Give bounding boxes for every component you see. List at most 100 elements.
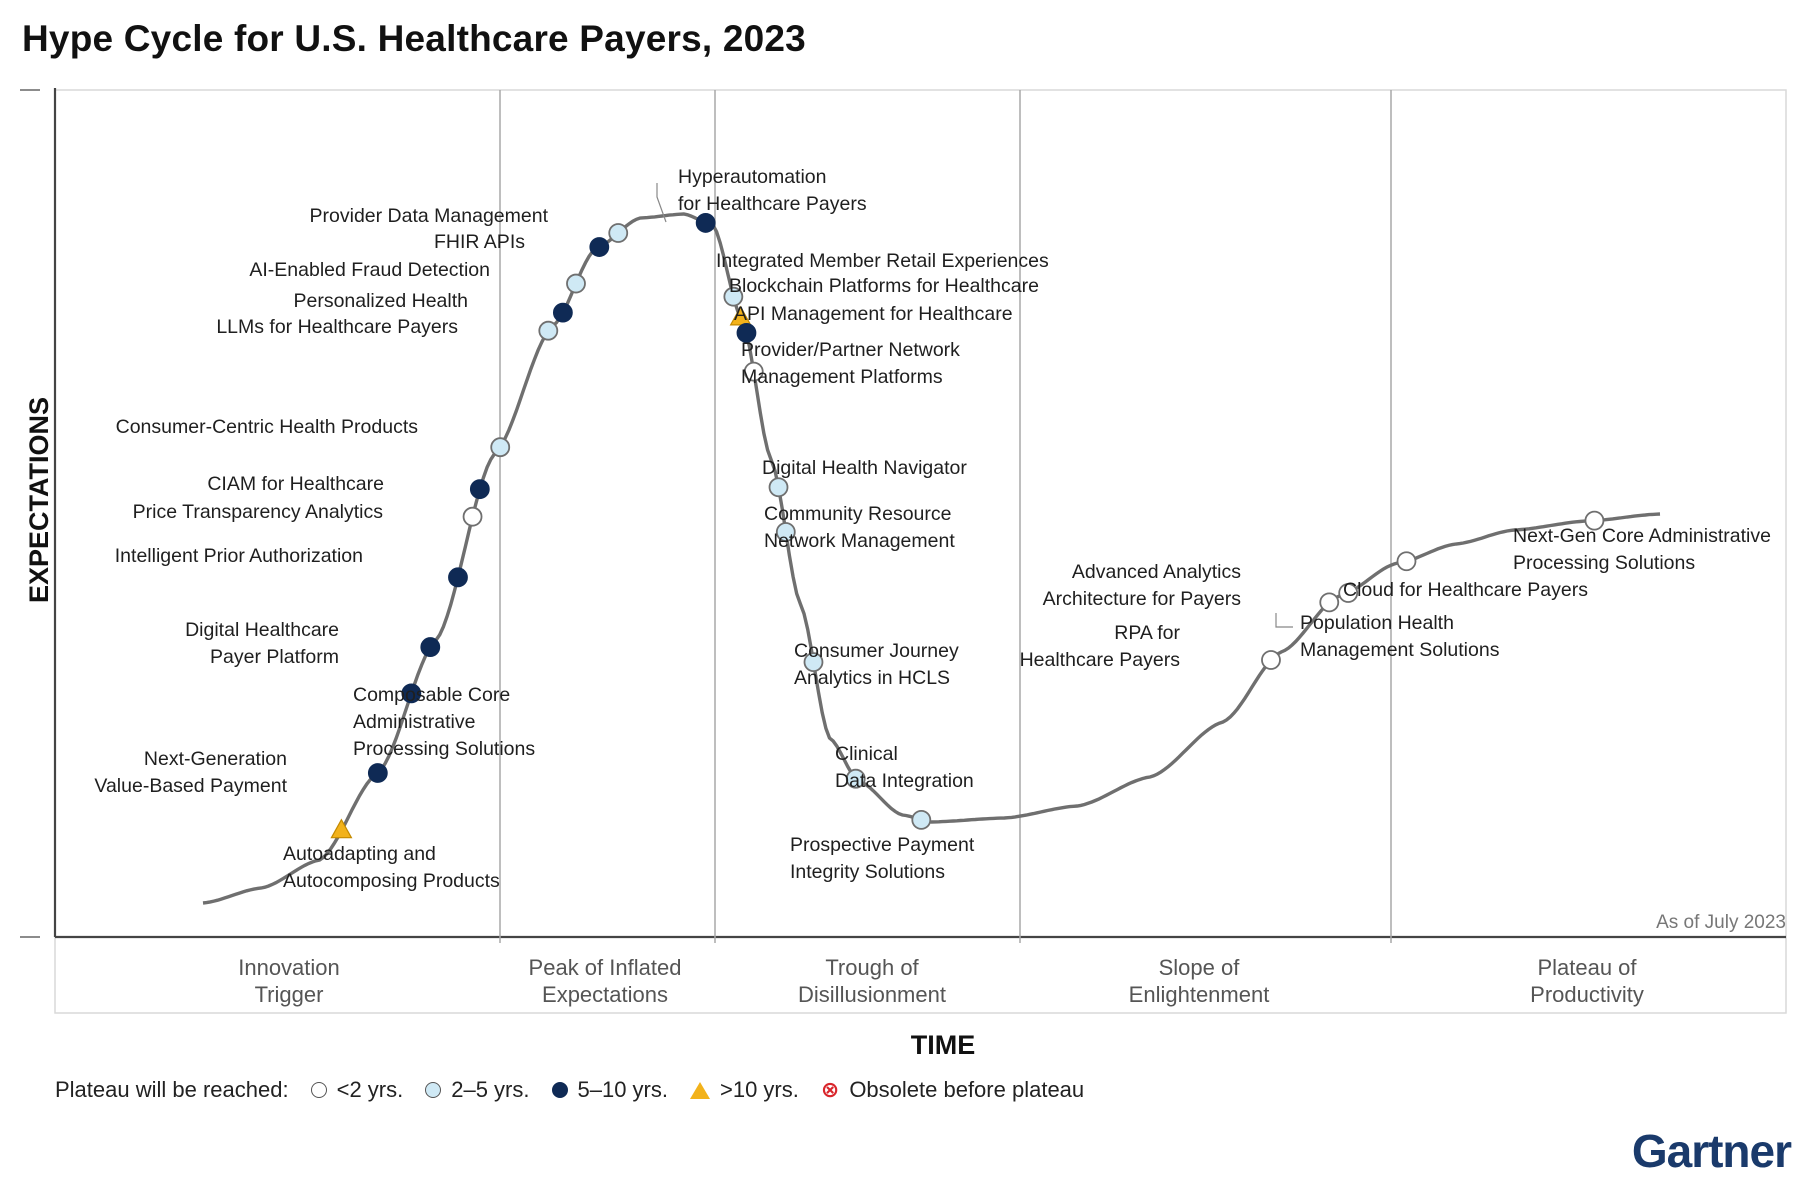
marker-price-transparency-analytics: [462, 506, 483, 527]
label-provider-data-management: Provider Data Management: [310, 205, 549, 227]
label-hyperautomation-for-healthcare-payers: Hyperautomation for Healthcare Payers: [678, 166, 867, 215]
label-cloud-for-healthcare-payers: Cloud for Healthcare Payers: [1343, 579, 1588, 601]
legend-label: <2 yrs.: [336, 1077, 404, 1102]
label-composable-core-administrative-processing-solutions: Composable Core Administrative Processing …: [353, 684, 535, 760]
obsolete-x-circle-icon: ⊗: [820, 1077, 840, 1102]
legend: Plateau will be reached: <2 yrs. 2–5 yrs…: [55, 1077, 1084, 1103]
as-of-note: As of July 2023: [1656, 912, 1786, 933]
phase-labels: Innovation Trigger Peak of Inflated Expecta…: [238, 955, 1644, 1007]
marker-rpa-for-healthcare-payers: [1261, 650, 1281, 670]
label-line: Digital Health Navigator: [762, 457, 967, 479]
label-line: Intelligent Prior Authorization: [115, 545, 363, 567]
legend-label: 2–5 yrs.: [451, 1077, 530, 1102]
label-ai-enabled-fraud-detection: AI-Enabled Fraud Detection: [249, 259, 490, 281]
label-rpa-for-healthcare-payers: RPA for Healthcare Payers: [1020, 622, 1181, 671]
phase-label-line: Plateau of: [1537, 955, 1637, 980]
chart-title: Hype Cycle for U.S. Healthcare Payers, 2…: [22, 18, 806, 59]
legend-label: >10 yrs.: [720, 1077, 799, 1102]
marker-next-gen-core-administrative-processing-solutions: [1584, 510, 1605, 531]
phase-label: Peak of Inflated Expectations: [529, 955, 682, 1007]
marker-cloud-for-healthcare-payers: [1396, 551, 1417, 572]
label-line: Digital Healthcare: [185, 619, 339, 641]
label-line: Next-Gen Core Administrative: [1513, 525, 1771, 547]
phase-label-line: Slope of: [1159, 955, 1241, 980]
marker-consumer-journey-analytics-in-hcls: [803, 652, 824, 673]
marker-llms-for-healthcare-payers: [538, 320, 559, 341]
leader-line: [656, 183, 667, 223]
marker-prospective-payment-integrity-solutions: [911, 809, 932, 830]
label-line: Consumer Journey: [794, 640, 959, 662]
label-line: Provider/Partner Network: [741, 339, 960, 361]
label-line: AI-Enabled Fraud Detection: [249, 259, 490, 281]
phase-label: Trough of Disillusionment: [798, 955, 946, 1007]
label-line: Clinical: [835, 743, 898, 765]
label-consumer-centric-health-products: Consumer-Centric Health Products: [116, 416, 419, 438]
label-autoadapting-and-autocomposing-products: Autoadapting and Autocomposing Products: [283, 843, 500, 892]
gartner-logo: Gartner: [1631, 1125, 1792, 1177]
marker-population-health-management-solutions: [1338, 583, 1359, 603]
label-line: Consumer-Centric Health Products: [116, 416, 419, 438]
label-advanced-analytics-architecture-for-payers: Advanced Analytics Architecture for Payer…: [1043, 561, 1242, 610]
label-ciam-for-healthcare: CIAM for Healthcare: [207, 473, 384, 495]
label-line: API Management for Healthcare: [734, 303, 1013, 325]
label-next-gen-core-administrative-processing-solutions: Next-Gen Core Administrative Processing S…: [1513, 525, 1771, 574]
phase-label-line: Trigger: [255, 982, 324, 1007]
label-line: LLMs for Healthcare Payers: [216, 316, 458, 338]
label-llms-for-healthcare-payers: LLMs for Healthcare Payers: [216, 316, 458, 338]
phase-label: Innovation Trigger: [238, 955, 340, 1007]
legend-label: 5–10 yrs.: [577, 1077, 669, 1102]
marker-provider-partner-network-management-platforms: [743, 361, 764, 382]
label-line: Integrated Member Retail Experiences: [716, 250, 1049, 272]
marker-ai-enabled-fraud-detection: [566, 273, 586, 294]
phase-label-line: Expectations: [542, 982, 668, 1007]
marker-personalized-health: [552, 302, 573, 323]
label-line: Composable Core: [353, 684, 510, 706]
label-digital-health-navigator: Digital Health Navigator: [762, 457, 967, 479]
label-line: RPA for: [1114, 622, 1180, 644]
marker-hyperautomation-for-healthcare-payers: [695, 213, 716, 233]
label-line: Payer Platform: [210, 646, 339, 668]
label-personalized-health: Personalized Health: [293, 290, 468, 312]
label-consumer-journey-analytics-in-hcls: Consumer Journey Analytics in HCLS: [794, 640, 959, 689]
label-line: for Healthcare Payers: [678, 193, 867, 215]
label-intelligent-prior-authorization: Intelligent Prior Authorization: [115, 545, 363, 567]
phase-label-line: Enlightenment: [1129, 982, 1270, 1007]
marker-digital-health-navigator: [768, 477, 789, 498]
legend-title: Plateau will be reached:: [55, 1077, 289, 1102]
hype-curve: [202, 212, 1661, 905]
label-line: Healthcare Payers: [1020, 649, 1181, 671]
label-line: Provider Data Management: [310, 205, 549, 227]
label-line: Management Platforms: [741, 366, 943, 388]
yellow-triangle-icon: [690, 1081, 710, 1099]
y-axis-label: EXPECTATIONS: [24, 397, 54, 603]
label-fhir-apis: FHIR APIs: [434, 231, 525, 253]
label-leaders: [656, 183, 1293, 628]
marker-community-resource-network-management: [775, 522, 796, 542]
label-clinical-data-integration: Clinical Data Integration: [835, 743, 974, 792]
marker-autoadapting-and-autocomposing-products: [330, 818, 353, 839]
label-line: Personalized Health: [293, 290, 468, 312]
label-line: Administrative: [353, 711, 475, 733]
phase-label-line: Productivity: [1530, 982, 1644, 1007]
label-line: Data Integration: [835, 770, 974, 792]
label-line: Autoadapting and: [283, 843, 436, 865]
dark-blue-circle-icon: [551, 1082, 568, 1098]
label-blockchain-platforms-for-healthcare: Blockchain Platforms for Healthcare: [729, 275, 1039, 297]
tech-markers: [330, 213, 1605, 839]
label-line: Processing Solutions: [1513, 552, 1695, 574]
label-provider-partner-network-management-platforms: Provider/Partner Network Management Platf…: [741, 339, 960, 388]
phase-label-line: Disillusionment: [798, 982, 946, 1007]
marker-intelligent-prior-authorization: [448, 567, 468, 588]
marker-api-management-for-healthcare: [736, 322, 757, 343]
label-line: Management Solutions: [1300, 639, 1500, 661]
legend-item-2to5: 2–5 yrs.: [425, 1077, 530, 1103]
label-line: Advanced Analytics: [1072, 561, 1241, 583]
label-price-transparency-analytics: Price Transparency Analytics: [133, 501, 384, 523]
marker-provider-data-management: [608, 223, 629, 243]
phase-label: Plateau of Productivity: [1530, 955, 1644, 1007]
label-line: Analytics in HCLS: [794, 667, 950, 689]
legend-label: Obsolete before plateau: [849, 1077, 1085, 1102]
label-line: CIAM for Healthcare: [207, 473, 384, 495]
tech-labels: Autoadapting and Autocomposing Products Ne…: [94, 166, 1771, 892]
